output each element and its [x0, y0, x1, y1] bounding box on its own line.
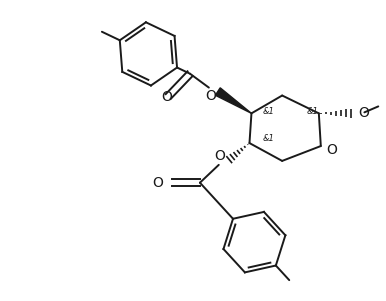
Text: O: O	[205, 88, 216, 103]
Text: O: O	[359, 106, 369, 120]
Text: O: O	[214, 149, 225, 163]
Polygon shape	[215, 88, 251, 113]
Text: &1: &1	[262, 134, 274, 143]
Text: O: O	[161, 90, 172, 104]
Text: O: O	[326, 143, 337, 157]
Text: &1: &1	[307, 107, 319, 116]
Text: O: O	[152, 176, 163, 190]
Text: &1: &1	[262, 107, 274, 116]
